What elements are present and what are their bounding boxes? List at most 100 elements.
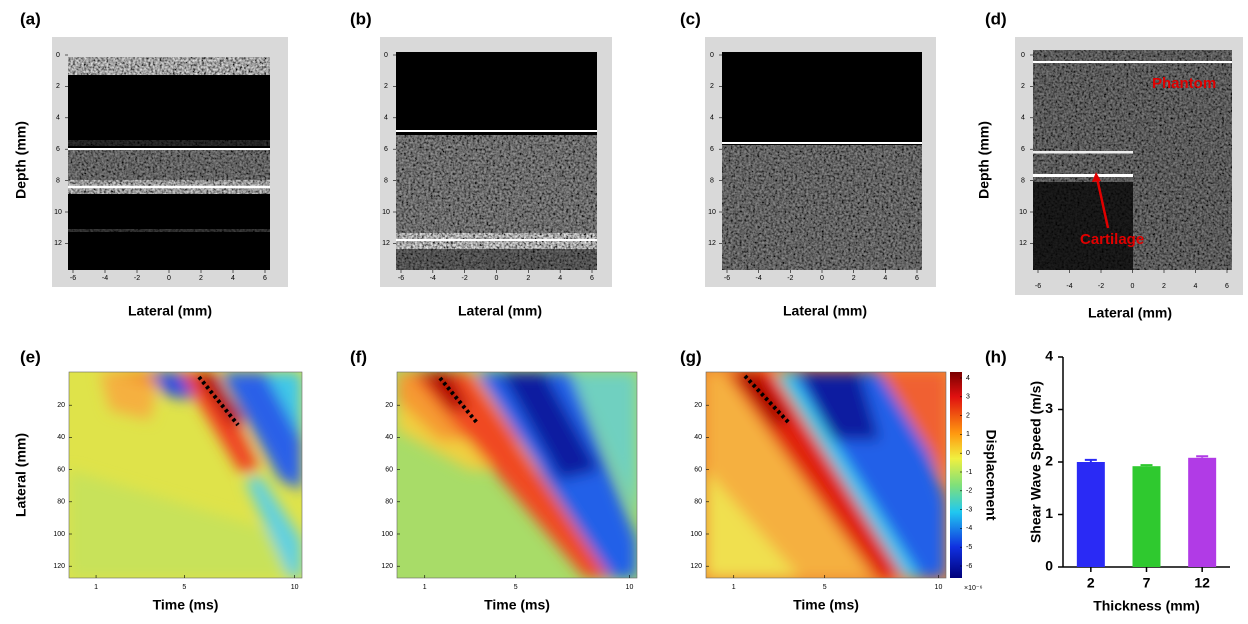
x-tick-label: -4 xyxy=(756,275,762,282)
x-tick-label: 6 xyxy=(1225,283,1229,290)
y-tick-label: 6 xyxy=(1021,146,1025,153)
y-tick-label: 80 xyxy=(694,499,702,506)
y-tick-label: 2 xyxy=(710,83,714,90)
x-axis-label: Lateral (mm) xyxy=(1088,305,1172,321)
colorbar-label: Displacement xyxy=(983,429,999,520)
x-tick-label: 4 xyxy=(231,275,235,282)
arrowhead xyxy=(1092,172,1101,182)
x-axis-label: Time (ms) xyxy=(153,597,219,613)
y-tick-label: 0 xyxy=(1045,558,1053,574)
y-tick-label: 120 xyxy=(690,563,702,570)
y-tick-label: 40 xyxy=(694,434,702,441)
y-tick-label: 60 xyxy=(385,466,393,473)
x-tick-label: 6 xyxy=(915,275,919,282)
y-axis-label: Shear Wave Speed (m/s) xyxy=(1028,381,1044,543)
y-tick-label: 120 xyxy=(381,563,393,570)
colorbar-tick-label: 4 xyxy=(966,375,970,382)
x-axis-label: Lateral (mm) xyxy=(783,303,867,319)
colorbar-tick-label: 2 xyxy=(966,412,970,419)
echo-line xyxy=(68,185,270,189)
y-tick-label: 80 xyxy=(385,499,393,506)
y-axis-label: Depth (mm) xyxy=(976,121,992,199)
y-tick-label: 80 xyxy=(57,499,65,506)
colorbar-tick-label: -4 xyxy=(966,525,972,532)
x-tick-label: 0 xyxy=(167,275,171,282)
colorbar-tick-label: -5 xyxy=(966,544,972,551)
x-tick-label: 5 xyxy=(514,584,518,591)
y-tick-label: 3 xyxy=(1045,400,1053,416)
x-tick-label: -6 xyxy=(1035,283,1041,290)
y-tick-label: 0 xyxy=(1021,52,1025,59)
x-tick-label: 4 xyxy=(883,275,887,282)
x-tick-label: 5 xyxy=(823,584,827,591)
x-tick-label: -6 xyxy=(724,275,730,282)
speckle xyxy=(396,249,597,270)
y-tick-label: 4 xyxy=(1021,115,1025,122)
colorbar-scale: ×10⁻⁶ xyxy=(964,585,983,592)
panel-label: (c) xyxy=(680,9,701,28)
plot-frame xyxy=(705,371,947,579)
x-tick-label: -2 xyxy=(134,275,140,282)
x-axis-label: Lateral (mm) xyxy=(128,303,212,319)
y-tick-label: 20 xyxy=(57,402,65,409)
panel-label: (d) xyxy=(985,9,1007,28)
y-tick-label: 40 xyxy=(57,434,65,441)
x-tick-label: -6 xyxy=(70,275,76,282)
y-tick-label: 20 xyxy=(694,402,702,409)
x-tick-label: 1 xyxy=(732,584,736,591)
x-tick-label: -6 xyxy=(398,275,404,282)
y-tick-label: 6 xyxy=(710,146,714,153)
arrow xyxy=(1095,177,1110,229)
ultrasound-panel: 0 2 4 6 8 10 12 -6 -4 -2 0 2 4 6 Lateral (mm) xyxy=(380,37,612,319)
speckle xyxy=(722,145,922,270)
colorbar-tick-label: 0 xyxy=(966,450,970,457)
echo-line xyxy=(396,130,597,132)
speed-guides xyxy=(197,374,792,427)
panel-label: (e) xyxy=(20,347,41,366)
echo-line xyxy=(1033,151,1133,154)
echo-line xyxy=(722,142,922,144)
x-tick-label: 2 xyxy=(199,275,203,282)
y-tick-label: 2 xyxy=(1021,83,1025,90)
x-tick-label: 10 xyxy=(626,584,634,591)
y-tick-label: 10 xyxy=(54,209,62,216)
x-tick-label: 2 xyxy=(1087,575,1095,591)
x-tick-label: 6 xyxy=(590,275,594,282)
y-tick-label: 60 xyxy=(57,466,65,473)
y-tick-label: 1 xyxy=(1045,505,1053,521)
x-axis-label: Thickness (mm) xyxy=(1093,598,1200,614)
y-tick-label: 8 xyxy=(56,177,60,184)
x-tick-label: 1 xyxy=(423,584,427,591)
x-tick-label: 7 xyxy=(1143,575,1151,591)
panel-label: (h) xyxy=(985,347,1007,366)
speckle xyxy=(396,135,597,233)
x-tick-label: 2 xyxy=(852,275,856,282)
ultrasound-panel: 0 2 4 6 8 10 12 -6 -4 -2 0 2 4 6 Lateral (mm) Depth (mm… xyxy=(13,37,288,319)
x-tick-label: 10 xyxy=(291,584,299,591)
x-axis-label: Time (ms) xyxy=(793,597,859,613)
speckle xyxy=(68,57,270,75)
heatmap-f xyxy=(397,372,637,578)
x-tick-label: 10 xyxy=(935,584,943,591)
y-tick-label: 12 xyxy=(54,240,62,247)
y-tick-label: 10 xyxy=(1019,209,1027,216)
y-tick-label: 12 xyxy=(382,240,390,247)
annotation: Cartilage xyxy=(1080,231,1144,248)
error-bar xyxy=(1140,464,1153,467)
y-tick-label: 8 xyxy=(1021,177,1025,184)
speckle xyxy=(68,150,270,180)
error-bar xyxy=(1196,455,1209,458)
x-tick-label: 6 xyxy=(263,275,267,282)
ultrasound-panel: Phantom Cartilage 0 2 4 6 8 10 12 -6 -4 -2 0 2 4 6 Later… xyxy=(976,37,1243,321)
y-tick-label: 4 xyxy=(1045,348,1053,364)
x-tick-label: -4 xyxy=(1066,283,1072,290)
y-tick-label: 40 xyxy=(385,434,393,441)
x-tick-label: 4 xyxy=(1194,283,1198,290)
y-axis-label: Depth (mm) xyxy=(13,121,29,199)
colorbar xyxy=(950,372,962,578)
y-tick-label: 2 xyxy=(56,83,60,90)
colorbar-tick-label: 3 xyxy=(966,394,970,401)
y-tick-label: 10 xyxy=(382,209,390,216)
x-tick-label: 0 xyxy=(495,275,499,282)
